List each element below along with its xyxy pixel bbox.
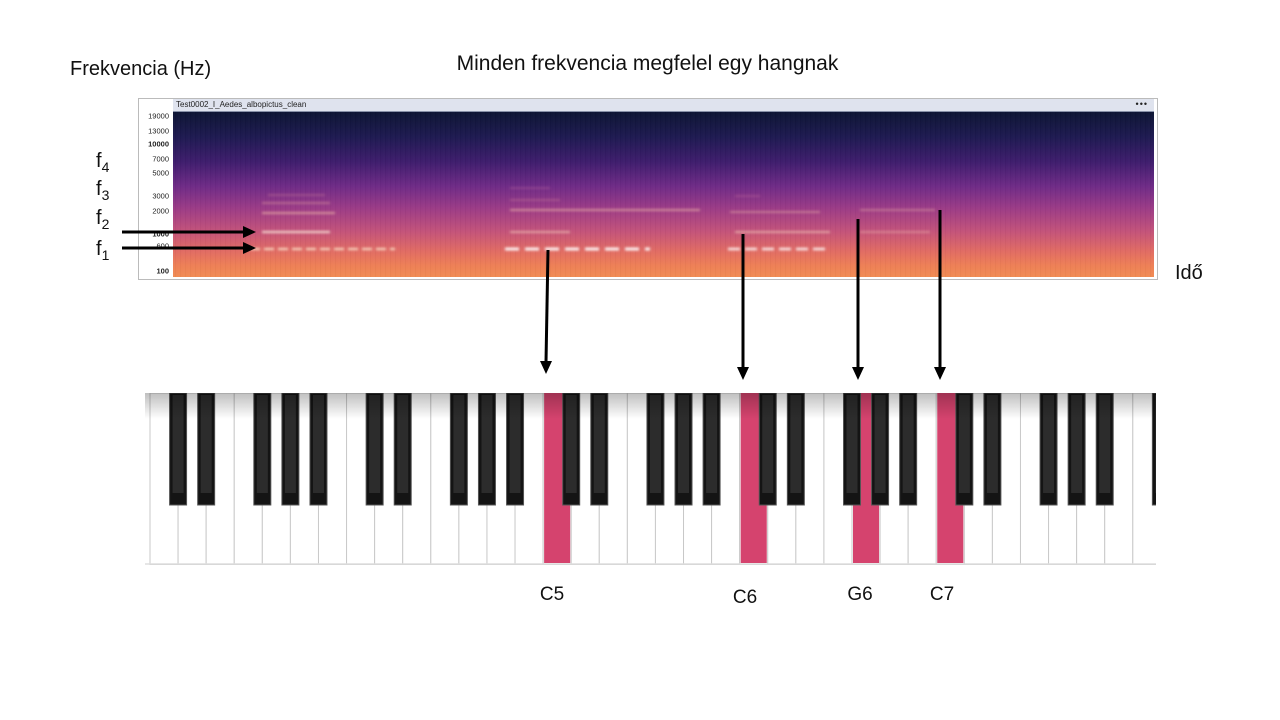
y-tick: 2000 xyxy=(152,206,169,216)
spectrogram-title-bar: Test0002_I_Aedes_albopictus_clean ••• xyxy=(173,99,1154,112)
harmonic-arrows xyxy=(122,226,256,254)
arrow-f1-head xyxy=(243,242,256,254)
y-tick: 100 xyxy=(156,266,169,276)
y-tick: 5000 xyxy=(152,168,169,178)
frequency-axis-label: Frekvencia (Hz) xyxy=(70,58,212,80)
black-key-shine xyxy=(902,395,914,493)
y-tick: 600 xyxy=(156,241,169,251)
black-key-shine xyxy=(509,395,521,493)
black-key-shine xyxy=(706,395,718,493)
note-arrows xyxy=(540,210,946,380)
black-key-shine xyxy=(1071,395,1083,493)
spectrogram-window-title: Test0002_I_Aedes_albopictus_clean xyxy=(176,100,307,109)
black-key-shine xyxy=(678,395,690,493)
black-key-shine xyxy=(762,395,774,493)
note-label-c7: C7 xyxy=(929,584,955,605)
white-key xyxy=(1132,393,1156,565)
y-tick: 1000 xyxy=(152,229,169,239)
black-key-shine xyxy=(1155,395,1156,493)
black-key-shine xyxy=(958,395,970,493)
black-key-shine xyxy=(986,395,998,493)
more-options-icon[interactable]: ••• xyxy=(1135,99,1148,109)
note-label-g6: G6 xyxy=(847,584,873,605)
harmonic-bands xyxy=(250,187,935,251)
y-tick: 7000 xyxy=(152,154,169,164)
harmonic-label-f4: f4 xyxy=(96,150,110,175)
black-key-shine xyxy=(846,395,858,493)
black-key-shine xyxy=(874,395,886,493)
arrow-c7-head xyxy=(934,367,946,380)
note-label-c6: C6 xyxy=(732,587,758,608)
harmonic-label-f2: f2 xyxy=(96,207,110,232)
black-key-shine xyxy=(200,395,212,493)
arrow-g6-head xyxy=(852,367,864,380)
y-tick: 13000 xyxy=(148,126,169,136)
piano-keyboard xyxy=(145,393,1156,565)
note-label-c5: C5 xyxy=(539,584,565,605)
black-key-shine xyxy=(369,395,381,493)
black-key-shine xyxy=(649,395,661,493)
y-tick: 3000 xyxy=(152,191,169,201)
black-key-shine xyxy=(1043,395,1055,493)
black-key-shine xyxy=(172,395,184,493)
arrow-c6-head xyxy=(737,367,749,380)
diagram-title: Minden frekvencia megfelel egy hangnak xyxy=(456,52,839,75)
black-key-shine xyxy=(593,395,605,493)
black-key xyxy=(1151,393,1156,506)
y-tick: 10000 xyxy=(148,139,169,149)
black-key-shine xyxy=(284,395,296,493)
y-tick: 19000 xyxy=(148,111,169,121)
black-key-shine xyxy=(1099,395,1111,493)
time-axis-label: Idő xyxy=(1175,262,1203,284)
black-key-shine xyxy=(565,395,577,493)
arrow-c5-head xyxy=(540,361,552,374)
black-key-shine xyxy=(790,395,802,493)
black-key-shine xyxy=(397,395,409,493)
black-key-shine xyxy=(481,395,493,493)
harmonic-label-f3: f3 xyxy=(96,178,110,203)
arrow-c5 xyxy=(544,249,550,363)
black-key-shine xyxy=(453,395,465,493)
harmonic-label-f1: f1 xyxy=(96,238,110,263)
arrow-f2-head xyxy=(243,226,256,238)
black-key-shine xyxy=(256,395,268,493)
black-keys xyxy=(169,393,1156,506)
black-key-shine xyxy=(312,395,324,493)
